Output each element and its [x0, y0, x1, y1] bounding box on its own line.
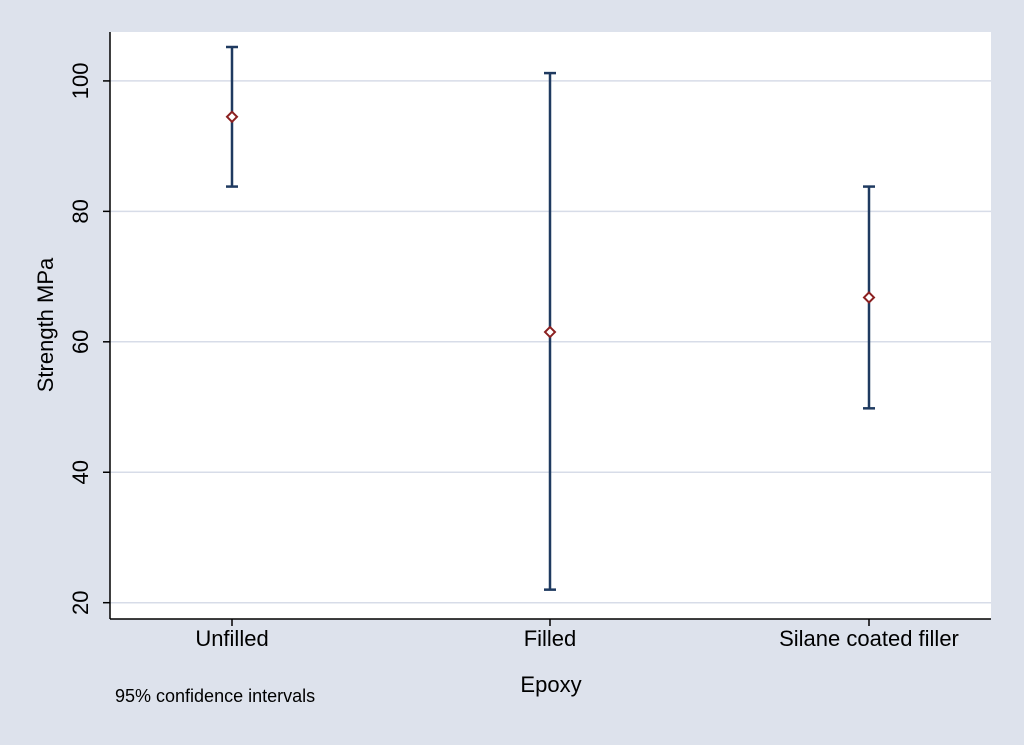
y-tick-label: 40 [68, 460, 93, 484]
confidence-note: 95% confidence intervals [115, 686, 315, 706]
mean-marker-2 [862, 291, 876, 304]
y-tick-label: 100 [68, 63, 93, 100]
x-axis-title: Epoxy [520, 672, 581, 697]
y-tick-label: 60 [68, 330, 93, 354]
x-axis-ticks: Unfilled Filled Silane coated filler [195, 619, 959, 651]
y-axis-ticks: 20 40 60 80 100 [68, 63, 110, 615]
mean-marker-1 [543, 325, 557, 339]
x-tick-label: Filled [524, 626, 577, 651]
x-tick-label: Silane coated filler [779, 626, 959, 651]
y-tick-label: 20 [68, 590, 93, 614]
mean-marker-0 [225, 110, 239, 124]
y-tick-label: 80 [68, 199, 93, 223]
x-tick-label: Unfilled [195, 626, 268, 651]
mean-markers [225, 110, 876, 339]
y-axis-title: Strength MPa [33, 257, 58, 392]
